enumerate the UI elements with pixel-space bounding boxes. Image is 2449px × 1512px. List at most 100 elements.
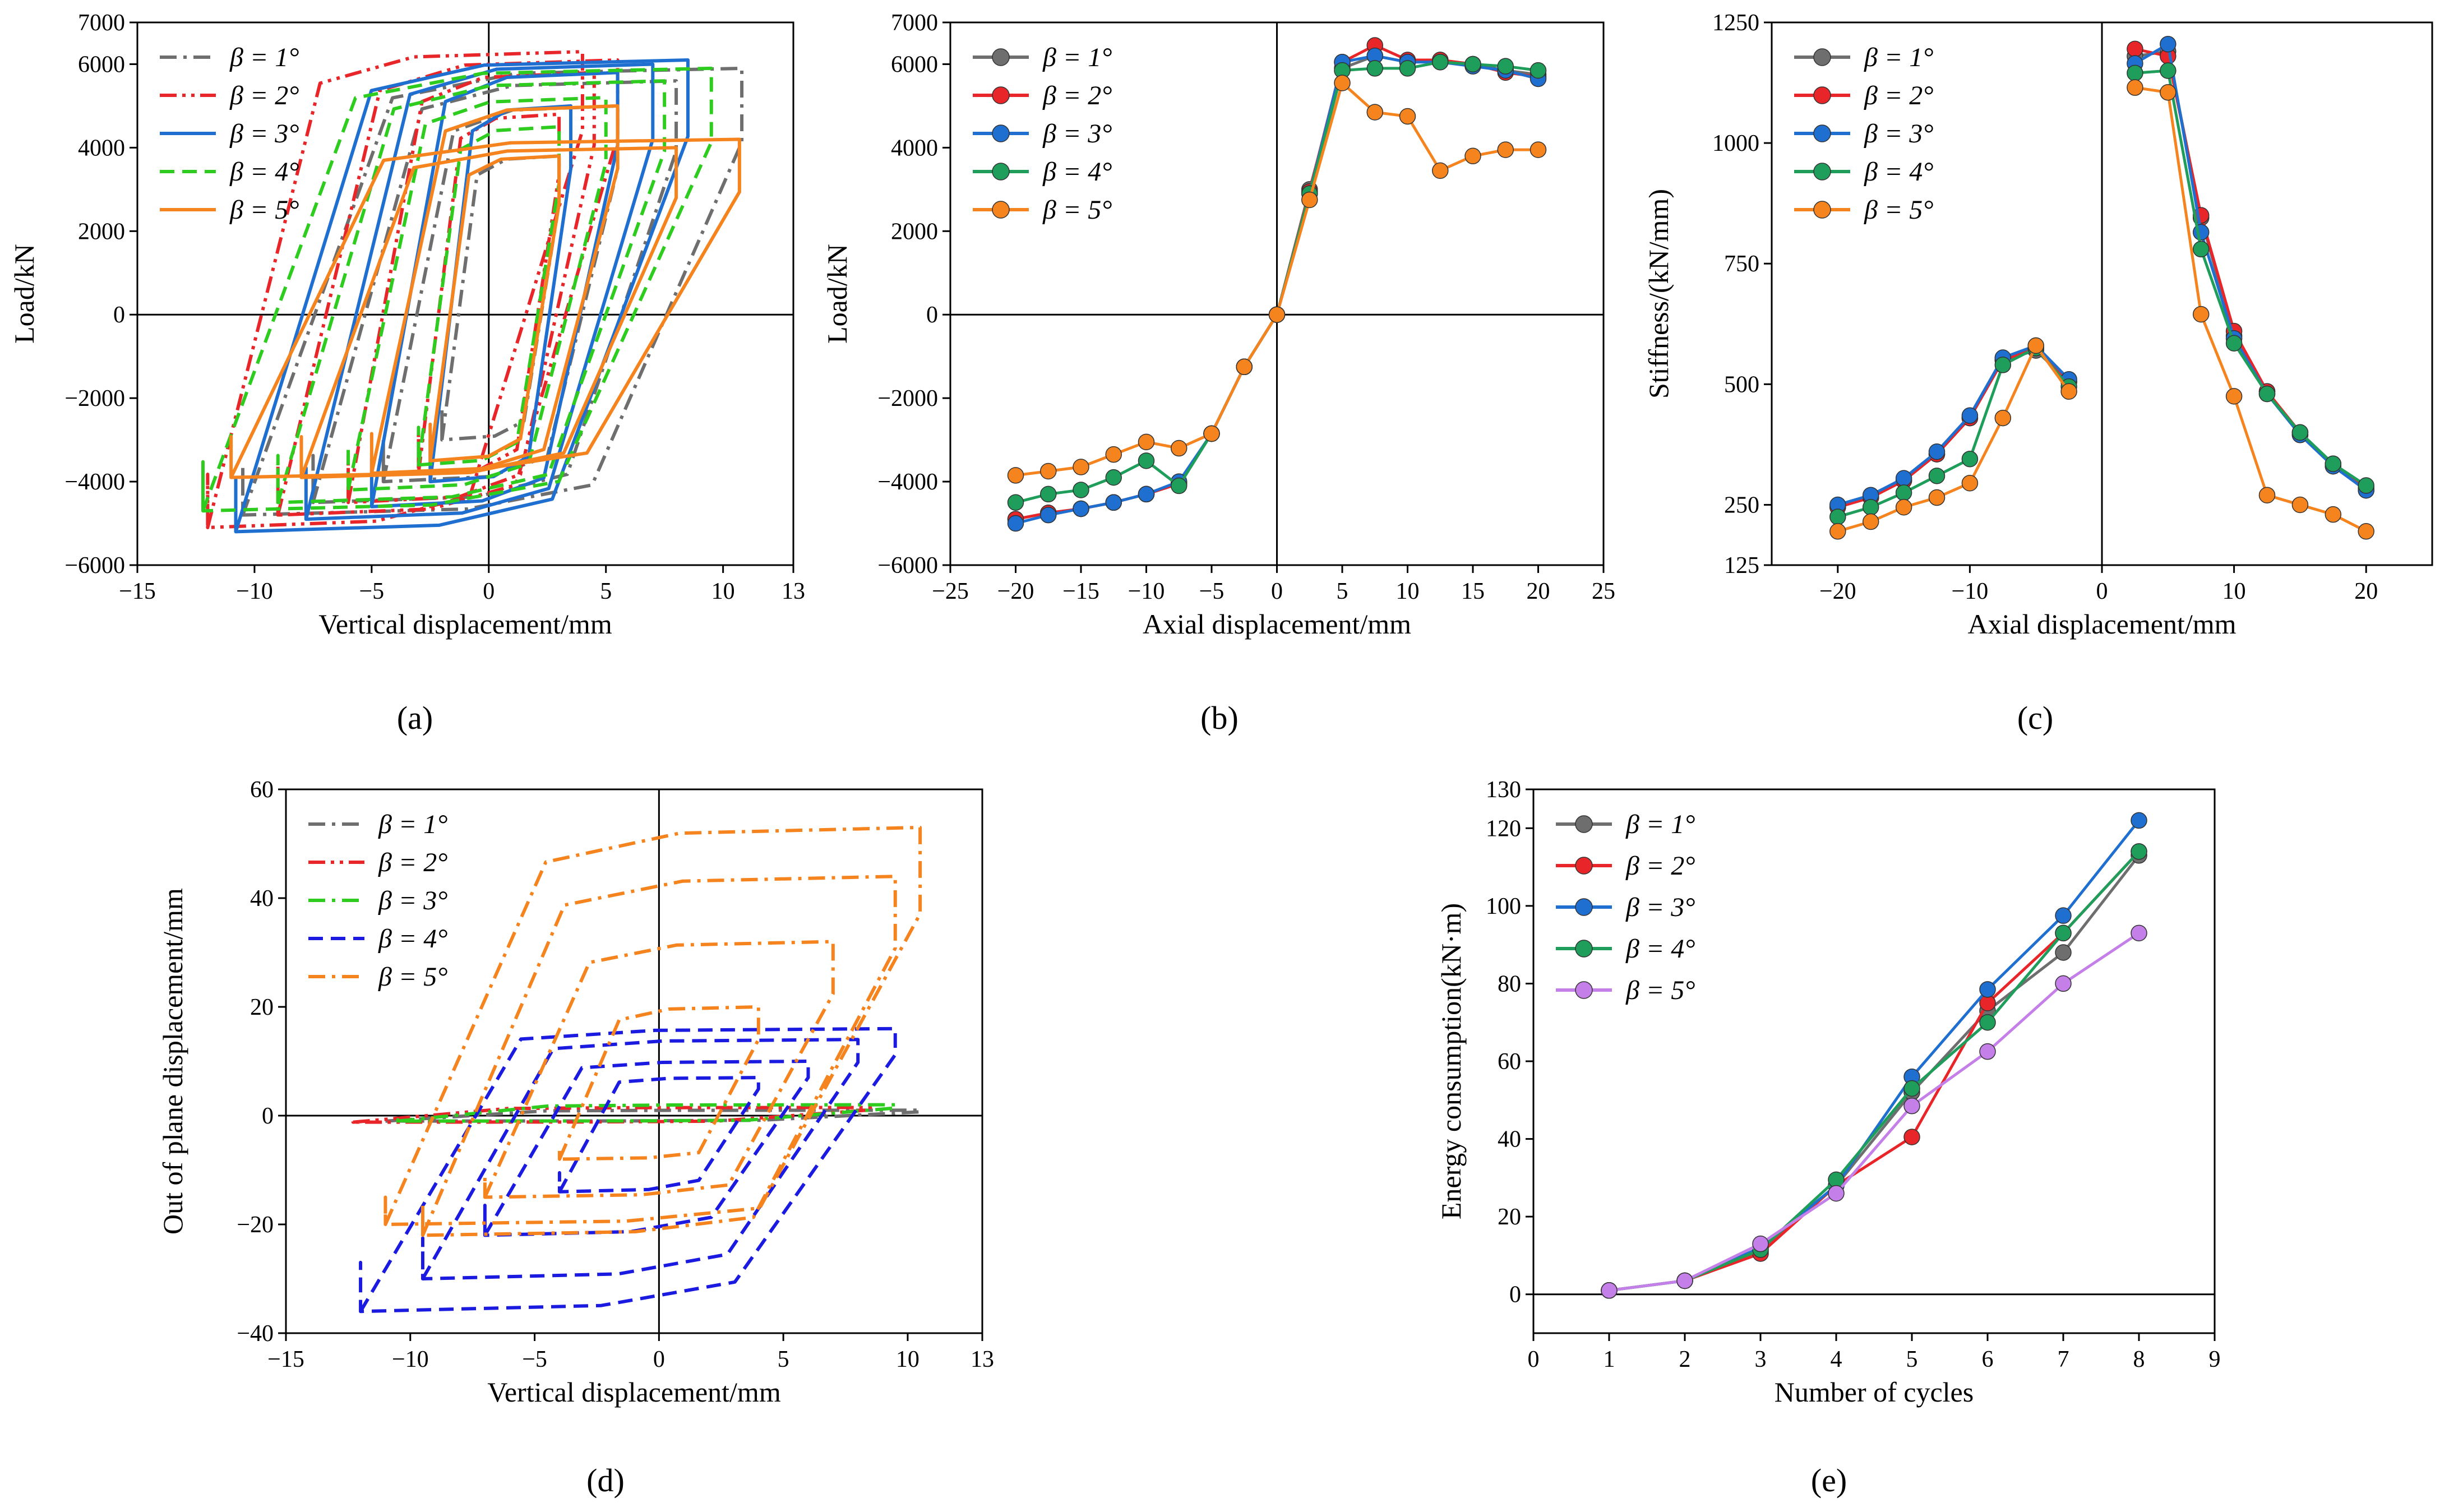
data-point [2358,523,2374,540]
y-tick-label: 4000 [891,135,938,161]
x-tick-label: 13 [782,579,805,604]
data-point [1862,513,1879,530]
legend: β = 1° β = 2° β = 3° β = 4° β = 5° [1556,810,1695,1005]
panel-c-stiffness-vs-axial-displacement: −20 −10 0 10 20 125 250 500 750 1000 1250 Axial dis… [1643,10,2433,736]
data-point [2127,64,2143,82]
legend: β = 1° β = 2° β = 3° β = 4° β = 5° [160,43,299,225]
legend-swatch-marker [1575,940,1593,958]
legend: β = 1° β = 2° β = 3° β = 4° β = 5° [973,43,1112,225]
y-tick-label: 20 [250,995,274,1020]
x-tick-label: 5 [1337,579,1348,604]
x-tick-label: −20 [997,579,1034,604]
data-point [2192,241,2210,258]
legend-label: β = 2° [1625,851,1695,881]
y-axis-label: Out of plane displacement/mm [157,888,188,1234]
hysteresis-loop [369,104,620,475]
data-point [2192,306,2210,323]
data-point [1895,498,1912,516]
panel-d-out-of-plane-displacement: −15 −10 −5 0 5 10 13 −40 −20 0 20 40 60 Vertical disp… [157,777,994,1499]
data-point [2325,455,2342,473]
data-point [1268,306,1286,323]
data-point [2055,924,2072,942]
series-group [1601,812,2147,1299]
legend-label: β = 3° [1864,119,1934,149]
data-point [1105,469,1122,486]
legend-swatch-marker [1813,201,1831,219]
x-axis-label: Vertical displacement/mm [318,608,612,640]
legend-swatch-marker [992,163,1010,181]
hysteresis-loop [396,1103,897,1123]
data-point [1399,60,1416,77]
y-tick-label: −40 [237,1321,274,1347]
y-tick-label: −4000 [64,469,125,495]
legend-swatch-marker [992,201,1010,219]
legend-label: β = 4° [378,924,448,954]
x-tick-label: −15 [119,579,156,604]
hysteresis-loop [201,66,713,513]
x-tick-label: 3 [1755,1347,1767,1372]
data-point [1464,147,1481,165]
legend-label: β = 2° [1864,81,1934,110]
data-point [1040,463,1057,480]
data-point [1928,489,1946,506]
data-point [1007,515,1024,532]
data-point [2055,907,2072,924]
legend-swatch-marker [1575,981,1593,999]
x-axis-label: Axial displacement/mm [1967,608,2236,640]
legend-label: β = 4° [229,157,299,187]
data-point [1334,75,1351,91]
data-point [1979,981,1996,998]
y-tick-label: 2000 [78,219,125,244]
hysteresis-loop [304,62,655,521]
legend-label: β = 4° [1625,934,1695,964]
x-tick-label: 7 [2058,1347,2069,1372]
y-tick-label: 2000 [891,219,938,244]
x-tick-label: 5 [778,1347,789,1372]
data-point [1829,523,1846,540]
legend-label: β = 1° [229,43,299,72]
data-point [2055,944,2072,961]
series-group [201,50,744,534]
x-tick-label: 10 [2222,579,2246,604]
hysteresis-loop [276,79,667,505]
hysteresis-loop [428,154,561,463]
hysteresis-loop [229,137,741,479]
hysteresis-loop [383,825,922,1226]
y-tick-label: 60 [1498,1049,1521,1075]
data-point [1366,60,1383,77]
y-axis-label: Stiffness/(kN/mm) [1643,189,1674,399]
x-tick-label: −10 [236,579,273,604]
x-tick-label: 10 [1396,579,1420,604]
y-tick-label: 100 [1486,894,1521,919]
hysteresis-loop [359,1027,897,1314]
data-point [2358,477,2374,494]
data-point [1903,1097,1920,1115]
data-point [1497,141,1514,158]
data-point [2127,79,2143,96]
data-point [1236,358,1253,376]
x-tick-label: −15 [267,1347,304,1372]
data-point [1007,467,1024,484]
legend-swatch-marker [1575,898,1593,916]
y-tick-label: −6000 [877,553,938,579]
x-tick-label: 0 [1271,579,1283,604]
x-tick-label: 0 [2096,579,2108,604]
data-point [1601,1282,1618,1299]
x-tick-label: 20 [2354,579,2378,604]
x-tick-label: 1 [1604,1347,1615,1372]
data-point [1073,459,1089,475]
hysteresis-loop [483,1060,810,1237]
data-point [1366,104,1383,121]
legend-label: β = 5° [1042,195,1112,225]
data-point [1961,474,1979,492]
hysteresis-loop [417,125,561,467]
x-tick-label: −5 [1199,579,1224,604]
legend: β = 1° β = 2° β = 3° β = 4° β = 5° [308,810,448,992]
data-point [1530,141,1547,158]
x-tick-label: 0 [1528,1347,1540,1372]
y-tick-label: 80 [1498,971,1521,997]
x-tick-label: 8 [2133,1347,2145,1372]
panel-label: (c) [2017,700,2053,736]
legend-label: β = 1° [1625,810,1695,839]
data-point [1432,53,1449,71]
